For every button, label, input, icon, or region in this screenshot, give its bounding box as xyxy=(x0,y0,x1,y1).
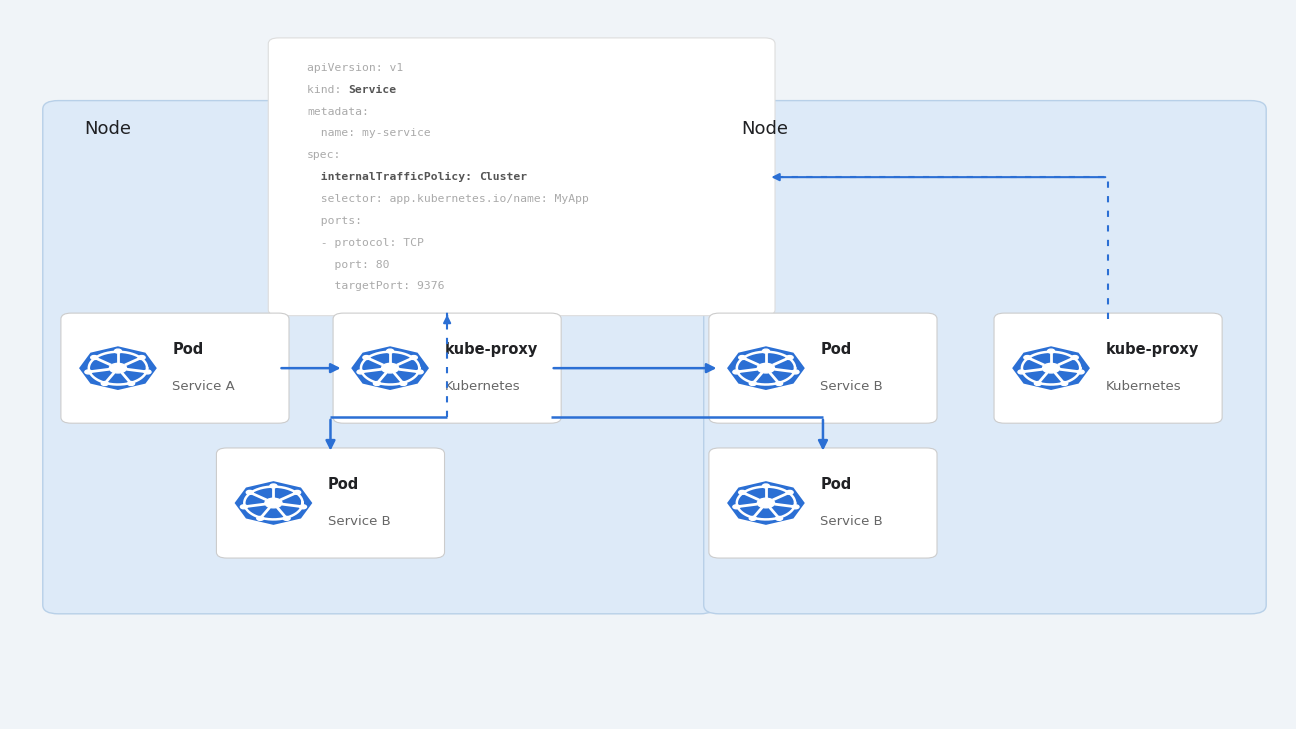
Text: Service: Service xyxy=(349,85,397,95)
Circle shape xyxy=(386,349,394,353)
Text: targetPort: 9376: targetPort: 9376 xyxy=(307,281,445,292)
Circle shape xyxy=(762,484,770,488)
Text: port: 80: port: 80 xyxy=(307,260,390,270)
Text: Service A: Service A xyxy=(172,380,235,393)
Text: kube-proxy: kube-proxy xyxy=(445,343,538,357)
Text: Service B: Service B xyxy=(328,515,390,528)
Circle shape xyxy=(1034,381,1042,386)
FancyBboxPatch shape xyxy=(216,448,445,558)
Circle shape xyxy=(792,370,800,374)
Circle shape xyxy=(270,484,277,488)
Circle shape xyxy=(127,381,135,386)
FancyBboxPatch shape xyxy=(709,313,937,423)
Text: Pod: Pod xyxy=(820,477,851,492)
Text: selector: app.kubernetes.io/name: MyApp: selector: app.kubernetes.io/name: MyApp xyxy=(307,194,588,204)
Circle shape xyxy=(294,491,301,494)
Circle shape xyxy=(757,363,775,373)
FancyBboxPatch shape xyxy=(994,313,1222,423)
Circle shape xyxy=(1017,370,1025,374)
Text: spec:: spec: xyxy=(307,150,342,160)
Circle shape xyxy=(775,381,783,386)
FancyBboxPatch shape xyxy=(268,38,775,316)
Polygon shape xyxy=(727,346,805,390)
Text: kind:: kind: xyxy=(307,85,349,95)
Text: Service B: Service B xyxy=(820,515,883,528)
Circle shape xyxy=(91,356,97,359)
Text: - protocol: TCP: - protocol: TCP xyxy=(307,238,424,248)
FancyBboxPatch shape xyxy=(704,101,1266,614)
Circle shape xyxy=(399,381,407,386)
Circle shape xyxy=(101,381,109,386)
Circle shape xyxy=(416,370,424,374)
Circle shape xyxy=(356,370,364,374)
Circle shape xyxy=(139,356,145,359)
Polygon shape xyxy=(79,346,157,390)
Text: metadata:: metadata: xyxy=(307,106,369,117)
Circle shape xyxy=(749,381,757,386)
FancyBboxPatch shape xyxy=(709,448,937,558)
Circle shape xyxy=(283,516,290,521)
Polygon shape xyxy=(351,346,429,390)
Circle shape xyxy=(1047,349,1055,353)
Text: Node: Node xyxy=(84,120,131,139)
Polygon shape xyxy=(727,481,805,525)
Circle shape xyxy=(381,363,399,373)
Circle shape xyxy=(787,491,793,494)
Circle shape xyxy=(757,498,775,508)
Circle shape xyxy=(787,356,793,359)
FancyBboxPatch shape xyxy=(43,101,715,614)
Circle shape xyxy=(257,516,264,521)
Text: ports:: ports: xyxy=(307,216,362,226)
Circle shape xyxy=(240,505,248,509)
Text: Pod: Pod xyxy=(172,343,203,357)
Circle shape xyxy=(373,381,381,386)
Circle shape xyxy=(732,370,740,374)
Circle shape xyxy=(1024,356,1030,359)
Text: Service B: Service B xyxy=(820,380,883,393)
Text: kube-proxy: kube-proxy xyxy=(1105,343,1199,357)
Text: Pod: Pod xyxy=(328,477,359,492)
Circle shape xyxy=(411,356,417,359)
Circle shape xyxy=(775,516,783,521)
FancyBboxPatch shape xyxy=(61,313,289,423)
Circle shape xyxy=(299,505,307,509)
Text: apiVersion: v1: apiVersion: v1 xyxy=(307,63,403,73)
Circle shape xyxy=(84,370,92,374)
Text: Pod: Pod xyxy=(820,343,851,357)
Circle shape xyxy=(363,356,369,359)
Polygon shape xyxy=(1012,346,1090,390)
Text: internalTrafficPolicy:: internalTrafficPolicy: xyxy=(307,172,480,182)
Circle shape xyxy=(739,356,745,359)
Circle shape xyxy=(1072,356,1078,359)
Circle shape xyxy=(1077,370,1085,374)
Circle shape xyxy=(739,491,745,494)
Circle shape xyxy=(144,370,152,374)
FancyBboxPatch shape xyxy=(333,313,561,423)
Circle shape xyxy=(114,349,122,353)
Circle shape xyxy=(1042,363,1060,373)
Circle shape xyxy=(1060,381,1068,386)
Circle shape xyxy=(749,516,757,521)
Circle shape xyxy=(792,505,800,509)
Polygon shape xyxy=(235,481,312,525)
Text: name: my-service: name: my-service xyxy=(307,128,430,139)
Circle shape xyxy=(246,491,253,494)
Circle shape xyxy=(109,363,127,373)
Text: Cluster: Cluster xyxy=(480,172,527,182)
Text: Kubernetes: Kubernetes xyxy=(445,380,520,393)
Circle shape xyxy=(762,349,770,353)
Circle shape xyxy=(732,505,740,509)
Text: Kubernetes: Kubernetes xyxy=(1105,380,1181,393)
Text: Node: Node xyxy=(741,120,788,139)
Circle shape xyxy=(264,498,283,508)
